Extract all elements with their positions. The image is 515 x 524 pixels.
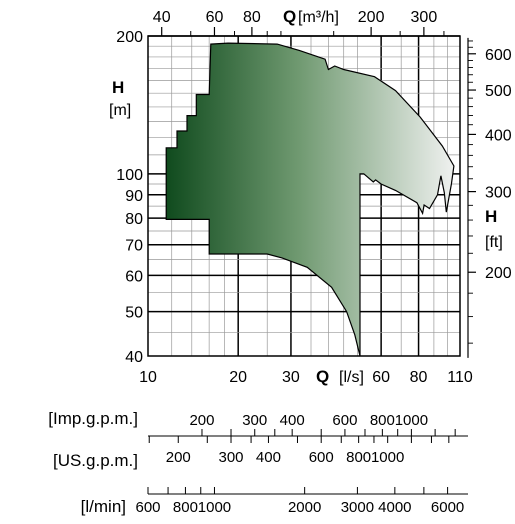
axis-titles: H [m] H [ft] Q [m³/h] Q [l/s] [109,7,503,386]
right-tick-label: 200 [485,265,512,282]
lmin-tick-label: 4000 [378,499,411,516]
l-min-label: [l/min] [81,497,126,516]
x-bottom-title: Q [316,367,329,386]
y-tick-label: 200 [116,29,143,46]
y-tick-label: 100 [116,167,143,184]
top-tick-label: 40 [153,9,171,26]
y-tick-label: 70 [125,238,143,255]
x-tick-label: 30 [282,369,300,386]
lmin-tick-label: 6000 [431,499,464,516]
y-tick-label: 90 [125,188,143,205]
x-tick-label: 10 [139,369,157,386]
x-tick-label: 80 [410,369,428,386]
right-axis: 200 300 400 500 600 [467,37,512,358]
y-left-title: H [112,78,124,97]
lmin-tick-label: 2000 [288,499,321,516]
x-bottom-unit: [l/s] [339,369,364,386]
lmin-tick-label: 3000 [341,499,374,516]
x-tick-label: 60 [372,369,390,386]
lmin-tick-label: 600 [135,499,160,516]
right-tick-label: 400 [485,127,512,144]
x-tick-label: 20 [229,369,247,386]
imp-tick-label: 800 [370,412,395,429]
right-tick-label: 600 [485,47,512,64]
y-right-unit: [ft] [485,234,503,251]
imp-tick-label: 1000 [395,412,428,429]
performance-area [165,42,455,357]
right-tick-label: 500 [485,83,512,100]
us-tick-label: 400 [256,449,281,466]
tick-labels: 10 20 30 60 80 110 40 50 60 70 80 90 100 200 [116,29,473,386]
x-top-title: Q [283,7,296,26]
us-tick-label: 600 [309,449,334,466]
us-tick-label: 800 [346,449,371,466]
y-tick-label: 60 [125,268,143,285]
top-tick-label: 200 [358,9,385,26]
x-tick-label: 110 [447,369,473,386]
us-tick-label: 200 [166,449,191,466]
x-top-unit: [m³/h] [298,9,339,26]
y-tick-label: 50 [125,305,143,322]
y-right-title: H [485,207,497,226]
lmin-tick-label: 1000 [198,499,231,516]
secondary-scales: [Imp.g.p.m.] [US.g.p.m.] [l/min] 200 300 400 6… [48,409,468,516]
y-tick-label: 40 [125,349,143,366]
imp-tick-label: 200 [189,412,214,429]
top-tick-label: 60 [206,9,224,26]
imp-gpm-label: [Imp.g.p.m.] [48,409,138,428]
imp-tick-label: 300 [242,412,267,429]
top-tick-label: 80 [243,9,261,26]
us-gpm-label: [US.g.p.m.] [53,451,138,470]
top-axis: 40 60 80 200 300 [148,9,460,37]
lmin-tick-label: 800 [173,499,198,516]
top-tick-label: 300 [411,9,438,26]
imp-tick-label: 400 [280,412,305,429]
imp-tick-label: 600 [332,412,357,429]
y-tick-label: 80 [125,211,143,228]
right-tick-label: 300 [485,185,512,202]
y-left-unit: [m] [109,102,131,119]
us-tick-label: 300 [219,449,244,466]
us-tick-label: 1000 [371,449,404,466]
